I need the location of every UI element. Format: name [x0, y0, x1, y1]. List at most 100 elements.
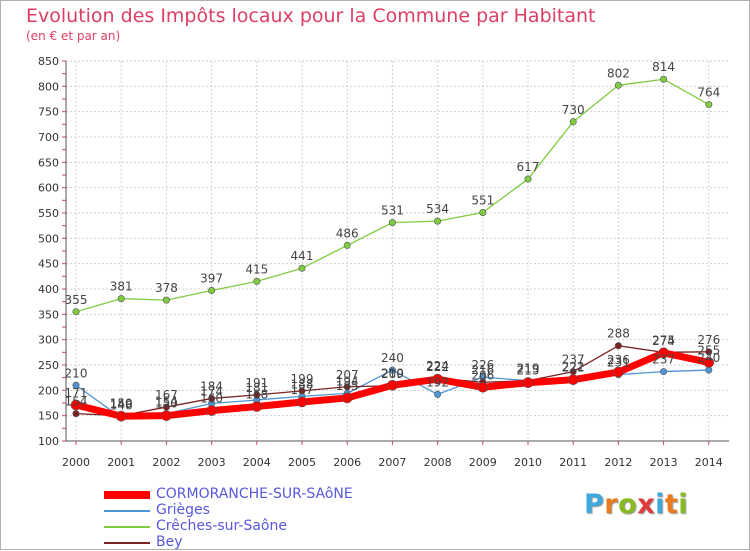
data-point [70, 399, 82, 411]
data-label: 221 [562, 361, 585, 375]
data-label: 150 [110, 397, 133, 411]
data-point [72, 381, 80, 389]
y-tick-label: 350 [38, 308, 59, 321]
logo-letter: r [604, 489, 619, 520]
data-label: 184 [200, 379, 223, 393]
data-point [387, 379, 398, 391]
data-label: 764 [697, 86, 720, 100]
data-label: 415 [245, 262, 268, 276]
data-point [569, 118, 577, 126]
legend-label-bey: Bey [156, 534, 183, 550]
y-tick-label: 750 [38, 106, 59, 119]
data-point [524, 175, 532, 183]
data-point [614, 81, 622, 89]
data-label: 219 [517, 362, 540, 376]
legend-swatch-creches [104, 526, 150, 528]
data-label: 194 [336, 374, 359, 388]
data-point [298, 264, 306, 272]
data-point [341, 392, 353, 404]
x-tick-label: 2002 [152, 456, 180, 469]
data-label: 150 [155, 397, 178, 411]
logo-letter: P [584, 489, 605, 520]
data-label: 231 [607, 356, 630, 370]
data-point [72, 410, 80, 418]
data-label: 240 [381, 351, 404, 365]
data-label: 355 [65, 293, 88, 307]
data-point [479, 208, 487, 216]
y-tick-label: 300 [38, 334, 59, 347]
x-tick-label: 2003 [198, 456, 226, 469]
data-label: 188 [291, 377, 314, 391]
data-point [388, 366, 396, 374]
data-label: 802 [607, 66, 630, 80]
y-tick-label: 550 [38, 207, 59, 220]
y-tick-label: 600 [38, 182, 59, 195]
data-label: 534 [426, 202, 449, 216]
data-label: 219 [517, 362, 540, 376]
logo-letter: o [618, 489, 638, 520]
data-point [477, 381, 489, 393]
data-point [522, 377, 534, 389]
data-label: 226 [471, 358, 494, 372]
data-label: 224 [426, 359, 449, 373]
data-point [115, 410, 127, 422]
x-tick-label: 2012 [604, 456, 632, 469]
x-tick-label: 2001 [107, 456, 135, 469]
x-tick-label: 2007 [378, 456, 406, 469]
legend-swatch-cormoranche [104, 491, 150, 499]
x-tick-label: 2004 [243, 456, 271, 469]
data-point [206, 405, 217, 416]
data-point [162, 403, 170, 411]
data-label: 181 [245, 381, 268, 395]
data-label: 288 [607, 327, 630, 341]
data-label: 210 [381, 366, 404, 380]
chart-title: Evolution des Impôts locaux pour la Comm… [26, 5, 596, 27]
data-label: 209 [381, 367, 404, 381]
data-label: 207 [336, 368, 359, 382]
data-label: 531 [381, 204, 404, 218]
legend-swatch-grieges [104, 510, 150, 512]
data-point [434, 217, 442, 225]
x-tick-label: 2009 [469, 456, 497, 469]
data-label: 378 [155, 281, 178, 295]
data-label: 154 [65, 395, 88, 409]
data-point [162, 296, 170, 304]
y-tick-label: 400 [38, 283, 59, 296]
data-label: 255 [697, 343, 720, 357]
data-point [388, 219, 396, 227]
data-point [434, 390, 442, 398]
data-label: 222 [562, 360, 585, 374]
y-tick-label: 250 [38, 359, 59, 372]
y-tick-label: 450 [38, 258, 59, 271]
data-label: 149 [110, 397, 133, 411]
x-tick-label: 2005 [288, 456, 316, 469]
data-label: 174 [200, 385, 223, 399]
legend-label-creches: Crêches-sur-Saône [156, 518, 287, 534]
data-point [660, 75, 668, 83]
data-label: 199 [291, 372, 314, 386]
x-tick-label: 2010 [514, 456, 542, 469]
x-tick-label: 2013 [650, 456, 678, 469]
data-point [658, 347, 669, 359]
data-label: 192 [426, 375, 449, 389]
y-tick-label: 650 [38, 156, 59, 169]
data-label: 276 [697, 333, 720, 347]
x-tick-label: 2011 [559, 456, 587, 469]
data-point [298, 387, 306, 395]
data-point [567, 374, 579, 385]
data-label: 236 [607, 353, 630, 367]
data-label: 486 [336, 226, 359, 240]
data-label: 237 [562, 353, 585, 367]
logo-letter: x [637, 489, 656, 520]
data-point [72, 308, 80, 316]
data-point [117, 295, 125, 303]
data-label: 397 [200, 272, 223, 286]
data-label: 206 [471, 368, 494, 382]
proxiti-logo: Proxiti [584, 489, 688, 520]
data-point [703, 357, 715, 368]
y-tick-label: 150 [38, 410, 59, 423]
chart-subtitle: (en € et par an) [26, 29, 121, 43]
legend-swatch-bey [104, 542, 150, 544]
